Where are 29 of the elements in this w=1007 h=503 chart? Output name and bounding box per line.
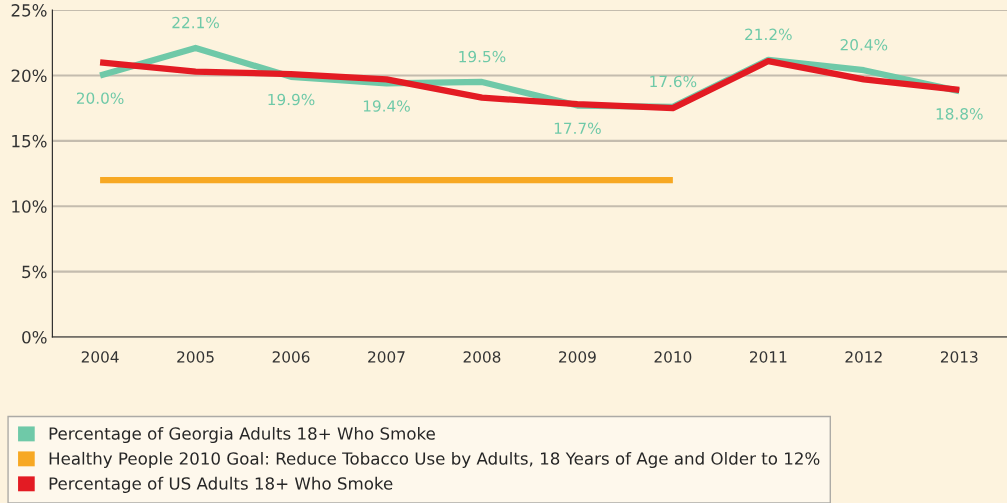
data-label: 19.4% xyxy=(363,100,410,112)
x-tick-label: 2012 xyxy=(845,351,882,363)
data-label: 22.1% xyxy=(172,16,219,29)
x-tick-label: 2004 xyxy=(81,351,119,363)
x-tick-label: 2011 xyxy=(750,351,787,363)
y-tick-label: 5% xyxy=(22,265,47,279)
data-label: 18.8% xyxy=(936,108,983,120)
x-tick-label: 2010 xyxy=(654,351,692,363)
y-tick-label: 25% xyxy=(11,4,47,17)
y-tick-label: 20% xyxy=(11,69,47,83)
legend-label: Healthy People 2010 Goal: Reduce Tobacco Use by Adults, 18 Years of Age and Older to 12% xyxy=(49,451,820,469)
x-tick-label: 2007 xyxy=(368,351,405,363)
x-tick-label: 2006 xyxy=(272,351,310,363)
y-tick-label: 15% xyxy=(12,134,47,148)
data-label: 17.7% xyxy=(554,122,601,135)
data-label: 20.4% xyxy=(840,39,888,51)
legend-label: Percentage of US Adults 18+ Who Smoke xyxy=(49,476,393,493)
data-label: 17.6% xyxy=(650,75,697,88)
x-tick-label: 2008 xyxy=(463,351,501,363)
data-label: 21.2% xyxy=(745,28,792,41)
x-tick-label: 2013 xyxy=(940,351,978,363)
data-label: 19.5% xyxy=(459,50,506,63)
x-tick-label: 2005 xyxy=(177,351,214,363)
x-tick-label: 2009 xyxy=(559,351,596,363)
data-label: 19.9% xyxy=(268,93,315,106)
y-tick-label: 0% xyxy=(22,330,47,344)
data-label: 20.0% xyxy=(76,92,124,104)
legend-label: Percentage of Georgia Adults 18+ Who Smoke xyxy=(49,426,435,444)
y-tick-label: 10% xyxy=(12,200,47,213)
